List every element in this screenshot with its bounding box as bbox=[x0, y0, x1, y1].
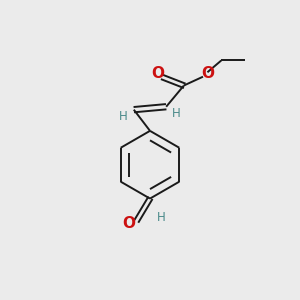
Text: H: H bbox=[157, 211, 166, 224]
Text: H: H bbox=[172, 107, 181, 120]
Text: O: O bbox=[201, 66, 214, 81]
Text: H: H bbox=[119, 110, 128, 123]
Text: O: O bbox=[122, 215, 135, 230]
Text: O: O bbox=[152, 66, 164, 81]
